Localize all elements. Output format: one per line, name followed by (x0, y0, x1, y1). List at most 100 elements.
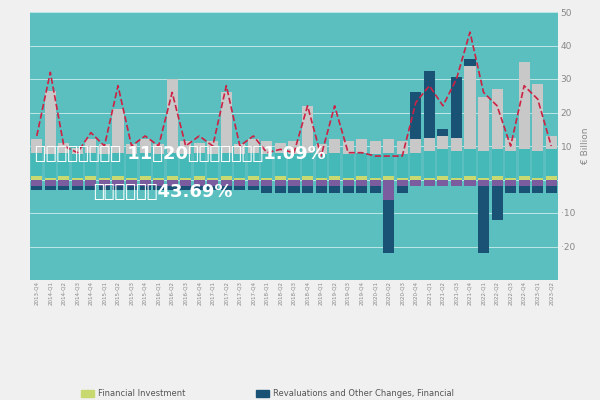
Bar (207, 141, 218, 154)
Bar (532, 180, 543, 186)
Bar (167, 79, 178, 153)
Text: ，转股溢价率43.69%: ，转股溢价率43.69% (94, 182, 233, 200)
Bar (464, 176, 476, 180)
Bar (85, 176, 97, 180)
Bar (262, 186, 272, 193)
Bar (207, 186, 218, 190)
Bar (356, 139, 367, 153)
Bar (153, 154, 164, 178)
Bar (99, 144, 110, 154)
Bar (478, 178, 489, 180)
Bar (58, 180, 70, 186)
Bar (518, 180, 530, 186)
Bar (72, 178, 83, 180)
Bar (31, 180, 43, 186)
Bar (302, 106, 313, 153)
Bar (532, 186, 543, 193)
Bar (289, 178, 299, 180)
Y-axis label: € Billion: € Billion (581, 128, 590, 164)
Bar (505, 138, 516, 151)
Bar (221, 180, 232, 186)
Bar (545, 149, 557, 176)
Bar (99, 178, 110, 180)
Bar (464, 66, 476, 149)
Bar (343, 154, 354, 178)
Legend: Financial Investment, Liabilities, Investment in New Housing Assets, Revaluation: Financial Investment, Liabilities, Inves… (78, 386, 457, 400)
Bar (491, 149, 503, 176)
Bar (343, 178, 354, 180)
Bar (180, 141, 191, 154)
Bar (248, 176, 259, 180)
Bar (72, 154, 83, 178)
Bar (221, 186, 232, 190)
Bar (410, 92, 421, 139)
Bar (302, 176, 313, 180)
Bar (316, 178, 326, 180)
Bar (518, 62, 530, 149)
Bar (518, 149, 530, 176)
Bar (126, 178, 137, 180)
Bar (85, 180, 97, 186)
Bar (99, 186, 110, 190)
Bar (194, 143, 205, 153)
Bar (532, 84, 543, 151)
Bar (45, 180, 56, 186)
Bar (491, 180, 503, 186)
Bar (545, 136, 557, 149)
Bar (207, 180, 218, 186)
Bar (451, 178, 462, 180)
Bar (112, 176, 124, 180)
Bar (478, 180, 489, 186)
Bar (478, 151, 489, 178)
Bar (234, 186, 245, 190)
Bar (289, 186, 299, 193)
Bar (31, 176, 43, 180)
Bar (85, 153, 97, 176)
Bar (302, 186, 313, 193)
Bar (451, 77, 462, 138)
Bar (383, 200, 394, 253)
Bar (505, 186, 516, 193)
Bar (491, 89, 503, 149)
Bar (31, 153, 43, 176)
Bar (112, 186, 124, 190)
Bar (505, 178, 516, 180)
Bar (262, 180, 272, 186)
Bar (194, 180, 205, 186)
Bar (370, 186, 381, 193)
Bar (532, 151, 543, 178)
Bar (85, 186, 97, 190)
Bar (383, 180, 394, 200)
Bar (302, 153, 313, 176)
Bar (383, 153, 394, 176)
Bar (275, 153, 286, 176)
Bar (126, 186, 137, 190)
Bar (316, 144, 326, 154)
Bar (545, 180, 557, 186)
Bar (329, 186, 340, 193)
Bar (194, 176, 205, 180)
Bar (58, 176, 70, 180)
Bar (234, 154, 245, 178)
Bar (329, 153, 340, 176)
Bar (356, 180, 367, 186)
Bar (356, 153, 367, 176)
Bar (234, 144, 245, 154)
Bar (451, 151, 462, 178)
Bar (437, 136, 448, 149)
Bar (397, 141, 408, 154)
Bar (140, 176, 151, 180)
Bar (397, 186, 408, 193)
Bar (532, 178, 543, 180)
Bar (140, 153, 151, 176)
Bar (248, 139, 259, 153)
Bar (397, 180, 408, 186)
Bar (85, 139, 97, 153)
Bar (58, 153, 70, 176)
Bar (370, 141, 381, 154)
Bar (451, 180, 462, 186)
Bar (248, 153, 259, 176)
Bar (180, 180, 191, 186)
Bar (167, 186, 178, 190)
Bar (343, 186, 354, 193)
